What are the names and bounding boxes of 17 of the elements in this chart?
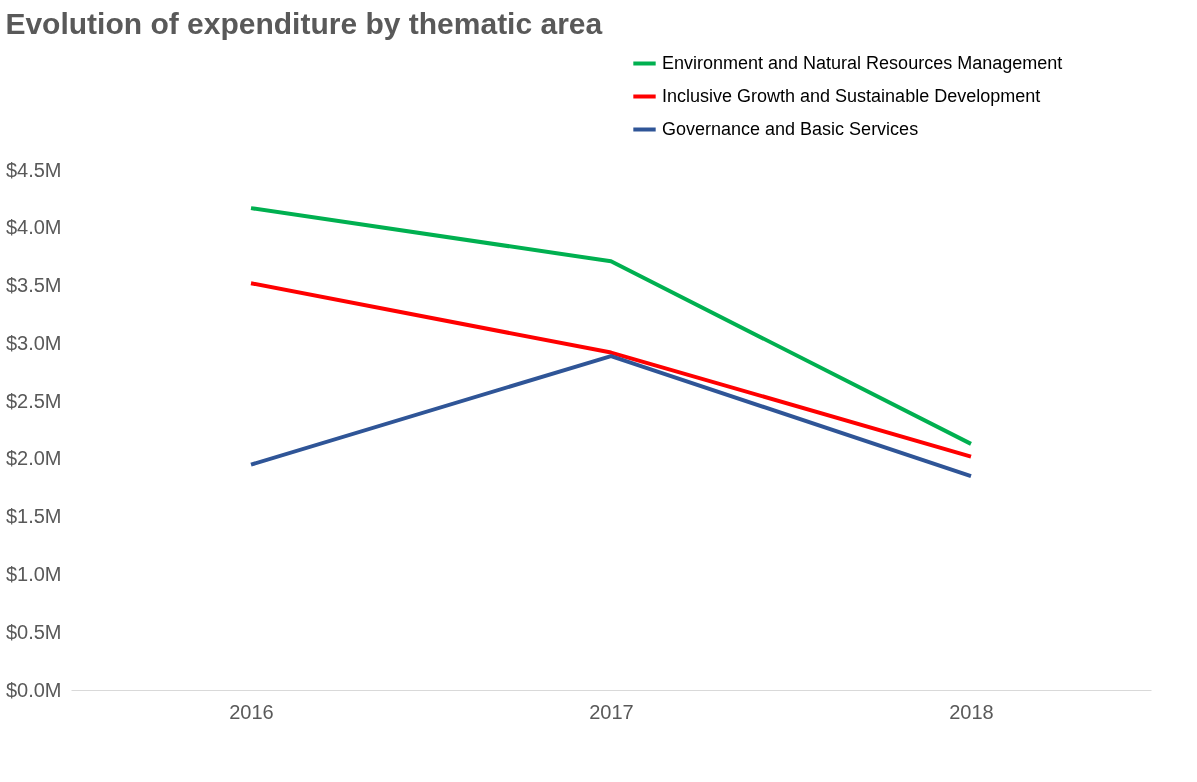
y-tick-label: $0.5M [5,620,62,643]
y-tick-label: $4.5M [5,158,62,181]
y-tick-label: $2.5M [5,389,62,412]
x-tick-label: 2017 [589,700,634,723]
legend-label: Environment and Natural Resources Management [662,52,1063,73]
y-tick-label: $1.5M [5,505,62,528]
chart-title: Evolution of expenditure by thematic area [5,7,603,40]
x-tick-label: 2018 [949,700,994,723]
y-tick-label: $2.0M [5,447,62,470]
y-tick-label: $3.0M [5,331,62,354]
y-tick-label: $1.0M [5,562,62,585]
y-tick-label: $0.0M [5,678,62,701]
legend-label: Inclusive Growth and Sustainable Development [662,85,1041,106]
x-tick-label: 2016 [229,700,274,723]
y-tick-label: $3.5M [5,274,62,297]
legend-label: Governance and Basic Services [662,118,919,139]
y-tick-label: $4.0M [5,216,62,239]
